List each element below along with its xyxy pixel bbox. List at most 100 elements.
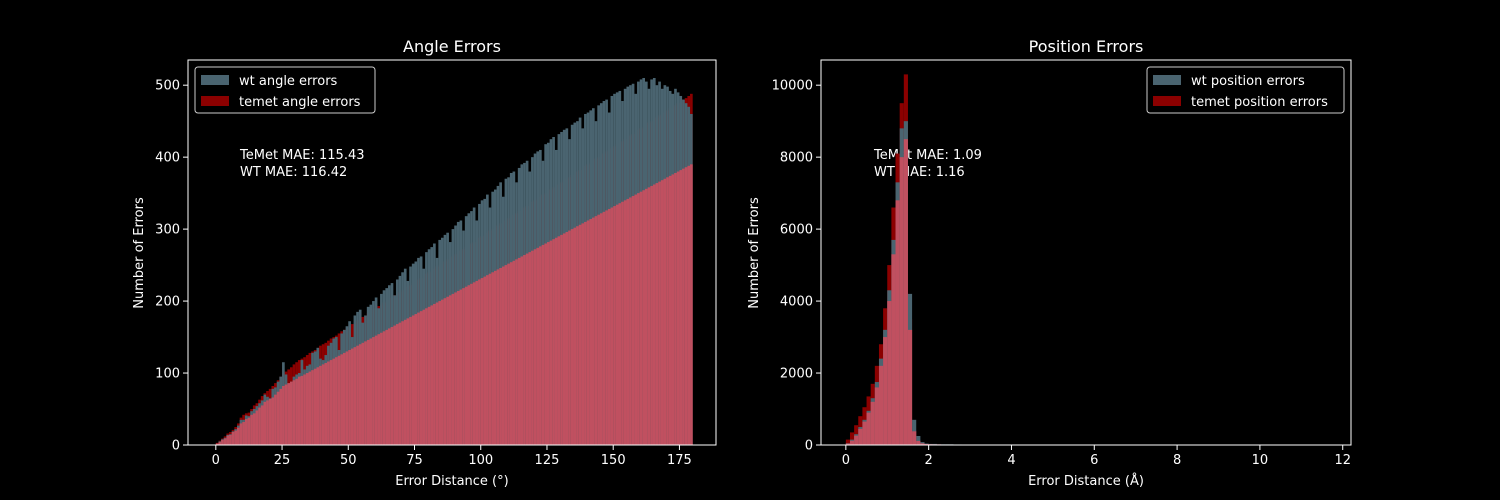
y-tick-label: 6000 [780, 223, 813, 238]
histogram-bar-overlap [682, 168, 685, 445]
x-tick-label: 10 [1252, 453, 1269, 468]
histogram-bar-overlap [451, 293, 455, 445]
legend-box [1146, 66, 1345, 114]
histogram-bar-overlap [907, 329, 913, 445]
histogram-bar-temet-position-errors [845, 439, 850, 445]
histogram-bar-overlap [486, 275, 489, 445]
histogram-bar-overlap [385, 329, 389, 445]
histogram-bar-overlap [554, 237, 558, 445]
histogram-bar-overlap [237, 427, 240, 445]
histogram-bar-overlap [629, 197, 632, 445]
histogram-bar-overlap [335, 357, 338, 445]
mae-annotation-wt: WT MAE: 116.42 [240, 165, 347, 180]
histogram-bar-overlap [671, 174, 675, 446]
histogram-bar-overlap [639, 191, 643, 445]
histogram-bar-overlap [350, 348, 354, 445]
histogram-bar-overlap [597, 214, 600, 445]
histogram-bar-overlap [475, 280, 479, 445]
x-tick-label: 2 [925, 453, 933, 468]
y-axis-label: Number of Errors [132, 197, 147, 309]
histogram-bar-overlap [327, 361, 330, 445]
histogram-bar-overlap [332, 358, 336, 445]
y-tick-label: 0 [805, 439, 813, 454]
histogram-bar-overlap [541, 244, 545, 445]
histogram-bar-overlap [321, 364, 325, 445]
histogram-bar-overlap [472, 282, 476, 445]
y-tick-label: 2000 [780, 367, 813, 382]
histogram-bar-overlap [858, 428, 863, 445]
histogram-bar-overlap [668, 175, 672, 446]
histogram-bar-overlap [279, 388, 283, 445]
histogram-bar-overlap [862, 421, 867, 445]
histogram-bar-overlap [382, 331, 386, 445]
histogram-bar-overlap [589, 219, 593, 445]
histogram-bar-overlap [223, 438, 227, 445]
mae-annotation-wt: WT MAE: 1.16 [874, 165, 965, 180]
histogram-bar-overlap [615, 204, 619, 445]
histogram-bar-overlap [438, 301, 442, 445]
histogram-bar-overlap [215, 443, 219, 445]
x-tick-label: 0 [842, 453, 850, 468]
histogram-bar-overlap [364, 341, 367, 445]
histogram-bar-overlap [446, 296, 449, 445]
histogram-bar-overlap [866, 412, 871, 445]
histogram-bar-overlap [435, 302, 439, 445]
histogram-bar-overlap [239, 423, 243, 445]
histogram-bar-overlap [676, 171, 680, 446]
histogram-bar-overlap [634, 194, 638, 445]
histogram-bar-overlap [287, 383, 290, 445]
histogram-bar-overlap [690, 164, 693, 445]
histogram-bar-overlap [883, 337, 888, 445]
histogram-bar-wt-position-errors [916, 436, 921, 445]
histogram-bar-overlap [419, 311, 423, 445]
histogram-bar-overlap [234, 430, 238, 445]
histogram-bar-overlap [430, 305, 434, 445]
x-tick-label: 12 [1334, 453, 1351, 468]
histogram-bar-overlap [528, 252, 532, 445]
legend: wt position errors temet position errors [1146, 66, 1345, 114]
chart-title: Position Errors [1029, 37, 1144, 56]
histogram-bar-overlap [517, 257, 521, 445]
histogram-bar-overlap [645, 188, 648, 445]
x-tick-label: 150 [601, 453, 626, 468]
histogram-bar-overlap [491, 272, 494, 445]
histogram-bar-overlap [849, 440, 855, 445]
histogram-bar-overlap [266, 400, 269, 445]
x-tick-label: 0 [212, 453, 220, 468]
legend-swatch [201, 75, 229, 85]
histogram-bar-overlap [282, 385, 285, 445]
legend-label: temet angle errors [239, 95, 361, 110]
histogram-bar-overlap [845, 443, 850, 445]
histogram-bar-overlap [562, 233, 566, 445]
histogram-bar-overlap [300, 375, 304, 445]
histogram-bar-overlap [290, 381, 293, 445]
histogram-bar-overlap [663, 178, 667, 446]
histogram-bar-temet-position-errors [849, 432, 855, 445]
histogram-bar-overlap [390, 326, 394, 445]
histogram-bar-overlap [480, 278, 484, 445]
histogram-bar-overlap [274, 394, 277, 445]
histogram-bar-overlap [920, 443, 925, 445]
histogram-bar-overlap [592, 217, 595, 445]
histogram-bar-overlap [403, 319, 407, 445]
histogram-bar-overlap [509, 262, 513, 445]
legend-label: temet position errors [1191, 95, 1328, 110]
histogram-bar-overlap [602, 211, 606, 445]
histogram-bar-overlap [631, 196, 635, 445]
legend-label: wt angle errors [239, 74, 338, 89]
histogram-bar-overlap [255, 410, 259, 445]
histogram-bar-overlap [345, 351, 349, 445]
histogram-bar-overlap [271, 397, 275, 445]
histogram-bar-overlap [652, 184, 656, 445]
y-tick-label: 10000 [772, 79, 813, 94]
histogram-bar-overlap [531, 250, 534, 445]
histogram-bar-overlap [483, 276, 487, 445]
histogram-bar-overlap [353, 347, 357, 445]
legend-swatch [201, 96, 229, 106]
histogram-bar-overlap [552, 239, 555, 445]
position-errors-panel: Position Errors Error Distance (Å) Numbe… [747, 37, 1352, 489]
histogram-bar-overlap [903, 139, 908, 445]
histogram-bar-overlap [295, 378, 298, 445]
legend-box [194, 66, 376, 114]
